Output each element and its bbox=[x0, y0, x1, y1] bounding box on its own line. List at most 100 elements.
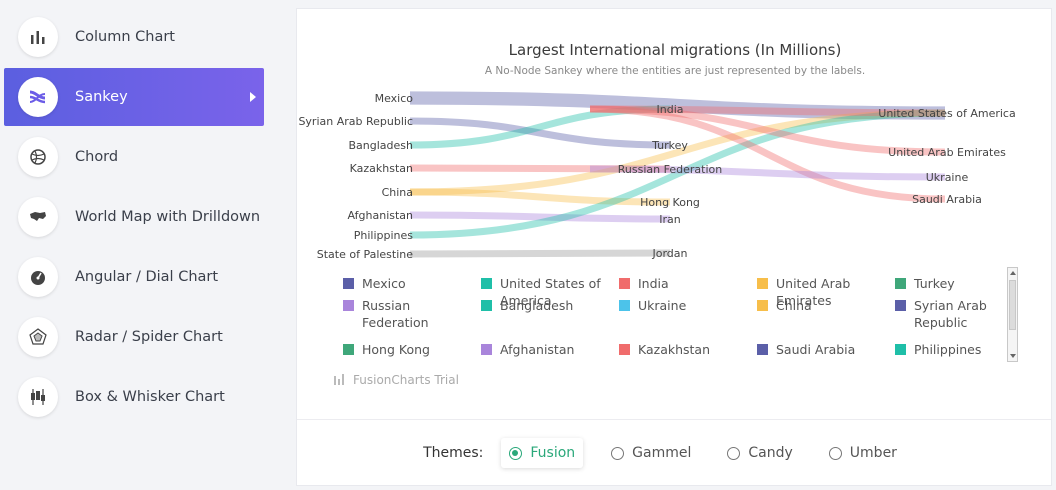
legend-item[interactable]: Kazakhstan bbox=[619, 341, 749, 358]
sankey-link[interactable] bbox=[589, 105, 946, 203]
theme-option-label: Umber bbox=[849, 445, 897, 461]
sankey-link[interactable] bbox=[409, 188, 671, 206]
sankey-link[interactable] bbox=[589, 105, 946, 117]
sankey-node-label: India bbox=[657, 103, 684, 116]
legend-swatch bbox=[481, 300, 492, 311]
legend-swatch bbox=[619, 278, 630, 289]
sidebar-item-chord[interactable]: Chord bbox=[4, 128, 264, 186]
legend-label: Turkey bbox=[914, 276, 955, 291]
legend-item[interactable]: Hong Kong bbox=[343, 341, 473, 358]
theme-option-label: Gammel bbox=[632, 445, 692, 461]
chart-panel: Largest International migrations (In Mil… bbox=[296, 8, 1052, 486]
legend-label: China bbox=[776, 298, 812, 313]
legend-item[interactable]: Mexico bbox=[343, 275, 473, 292]
legend-swatch bbox=[343, 278, 354, 289]
sankey-link[interactable] bbox=[589, 165, 946, 181]
sankey-node-label: Mexico bbox=[375, 92, 414, 105]
theme-option-label: Candy bbox=[748, 445, 793, 461]
sidebar-item-label: Sankey bbox=[75, 89, 128, 105]
legend-swatch bbox=[895, 300, 906, 311]
sankey-node-label: Ukraine bbox=[926, 171, 969, 184]
world-map-icon bbox=[18, 197, 58, 237]
theme-option-gammel[interactable]: Gammel bbox=[603, 438, 699, 468]
theme-option-umber[interactable]: Umber bbox=[821, 438, 905, 468]
legend-label: Philippines bbox=[914, 342, 982, 357]
sankey-link[interactable] bbox=[409, 109, 946, 196]
scroll-up-icon[interactable] bbox=[1010, 271, 1016, 275]
legend-label: Syrian Arab Republic bbox=[914, 298, 987, 330]
legend-swatch bbox=[481, 278, 492, 289]
sankey-node-label: Syrian Arab Republic bbox=[298, 115, 413, 128]
legend-item[interactable]: Ukraine bbox=[619, 297, 749, 314]
chart-legend: Mexico United States of America India Unite… bbox=[333, 269, 1013, 364]
sankey-link[interactable] bbox=[589, 105, 946, 156]
legend-label: Kazakhstan bbox=[638, 342, 711, 357]
sankey-link[interactable] bbox=[409, 249, 671, 258]
sankey-node-label: United Arab Emirates bbox=[888, 146, 1006, 159]
legend-scrollbar[interactable] bbox=[1007, 267, 1018, 362]
sidebar-item-box-whisker[interactable]: Box & Whisker Chart bbox=[4, 368, 264, 426]
sidebar-item-label: Angular / Dial Chart bbox=[75, 269, 219, 285]
theme-option-candy[interactable]: Candy bbox=[719, 438, 800, 468]
sidebar-item-column-chart[interactable]: Column Chart bbox=[4, 8, 264, 66]
sidebar-item-label: Column Chart bbox=[75, 29, 175, 45]
themes-label: Themes: bbox=[423, 445, 484, 461]
sankey-link[interactable] bbox=[409, 105, 671, 149]
legend-item[interactable]: Saudi Arabia bbox=[757, 341, 887, 358]
legend-item[interactable]: Afghanistan bbox=[481, 341, 611, 358]
fusioncharts-logo-icon bbox=[334, 374, 344, 385]
sidebar-item-label: World Map with Drilldown bbox=[75, 209, 261, 225]
theme-option-label: Fusion bbox=[530, 445, 576, 461]
sankey-node-label: Philippines bbox=[354, 229, 414, 242]
legend-item[interactable]: Turkey bbox=[895, 275, 1013, 292]
legend-item[interactable]: Bangladesh bbox=[481, 297, 611, 314]
sankey-node-label: State of Palestine bbox=[317, 248, 413, 261]
sidebar-item-angular-dial[interactable]: Angular / Dial Chart bbox=[4, 248, 264, 306]
radio-icon[interactable] bbox=[727, 446, 741, 460]
column-chart-icon bbox=[18, 17, 58, 57]
legend-label: United States of America bbox=[500, 276, 601, 308]
scroll-thumb[interactable] bbox=[1009, 280, 1016, 330]
legend-item[interactable]: United Arab Emirates bbox=[757, 275, 887, 309]
legend-label: Bangladesh bbox=[500, 298, 574, 313]
sidebar-item-world-map[interactable]: World Map with Drilldown bbox=[4, 188, 264, 246]
sankey-node-label: China bbox=[382, 186, 413, 199]
sankey-link[interactable] bbox=[409, 164, 671, 173]
scroll-down-icon[interactable] bbox=[1010, 354, 1016, 358]
radio-icon[interactable] bbox=[828, 446, 842, 460]
radio-icon[interactable] bbox=[611, 446, 625, 460]
theme-option-fusion[interactable]: Fusion bbox=[501, 438, 584, 468]
sankey-node-label: Russian Federation bbox=[618, 163, 722, 176]
legend-item[interactable]: Philippines bbox=[895, 341, 1013, 358]
chord-icon bbox=[18, 137, 58, 177]
chart-subtitle: A No-Node Sankey where the entities are … bbox=[484, 65, 866, 77]
legend-label: Mexico bbox=[362, 276, 406, 291]
legend-item[interactable]: India bbox=[619, 275, 749, 292]
sankey-node-label: United States of America bbox=[878, 107, 1015, 120]
sankey-node-label: Kazakhstan bbox=[350, 162, 413, 175]
legend-item[interactable]: Syrian Arab Republic bbox=[895, 297, 1013, 331]
sankey-link[interactable] bbox=[409, 117, 671, 149]
sankey-link[interactable] bbox=[409, 109, 946, 239]
radio-icon[interactable] bbox=[509, 446, 523, 460]
legend-item[interactable]: Russian Federation bbox=[343, 297, 473, 331]
legend-swatch bbox=[895, 278, 906, 289]
sankey-node-label: Saudi Arabia bbox=[912, 193, 982, 206]
box-whisker-icon bbox=[18, 377, 58, 417]
legend-swatch bbox=[619, 300, 630, 311]
legend-swatch bbox=[895, 344, 906, 355]
caret-right-icon bbox=[250, 92, 256, 102]
sankey-link[interactable] bbox=[409, 211, 671, 223]
legend-swatch bbox=[757, 344, 768, 355]
sidebar-item-label: Box & Whisker Chart bbox=[75, 389, 225, 405]
sankey-link[interactable] bbox=[409, 91, 946, 120]
legend-swatch bbox=[757, 278, 768, 289]
legend-swatch bbox=[343, 300, 354, 311]
legend-item[interactable]: United States of America bbox=[481, 275, 611, 309]
radar-icon bbox=[18, 317, 58, 357]
legend-item[interactable]: China bbox=[757, 297, 887, 314]
sankey-node-label: Turkey bbox=[651, 139, 688, 152]
sidebar-item-radar[interactable]: Radar / Spider Chart bbox=[4, 308, 264, 366]
watermark: FusionCharts Trial bbox=[333, 373, 459, 387]
sidebar-item-sankey[interactable]: Sankey bbox=[4, 68, 264, 126]
